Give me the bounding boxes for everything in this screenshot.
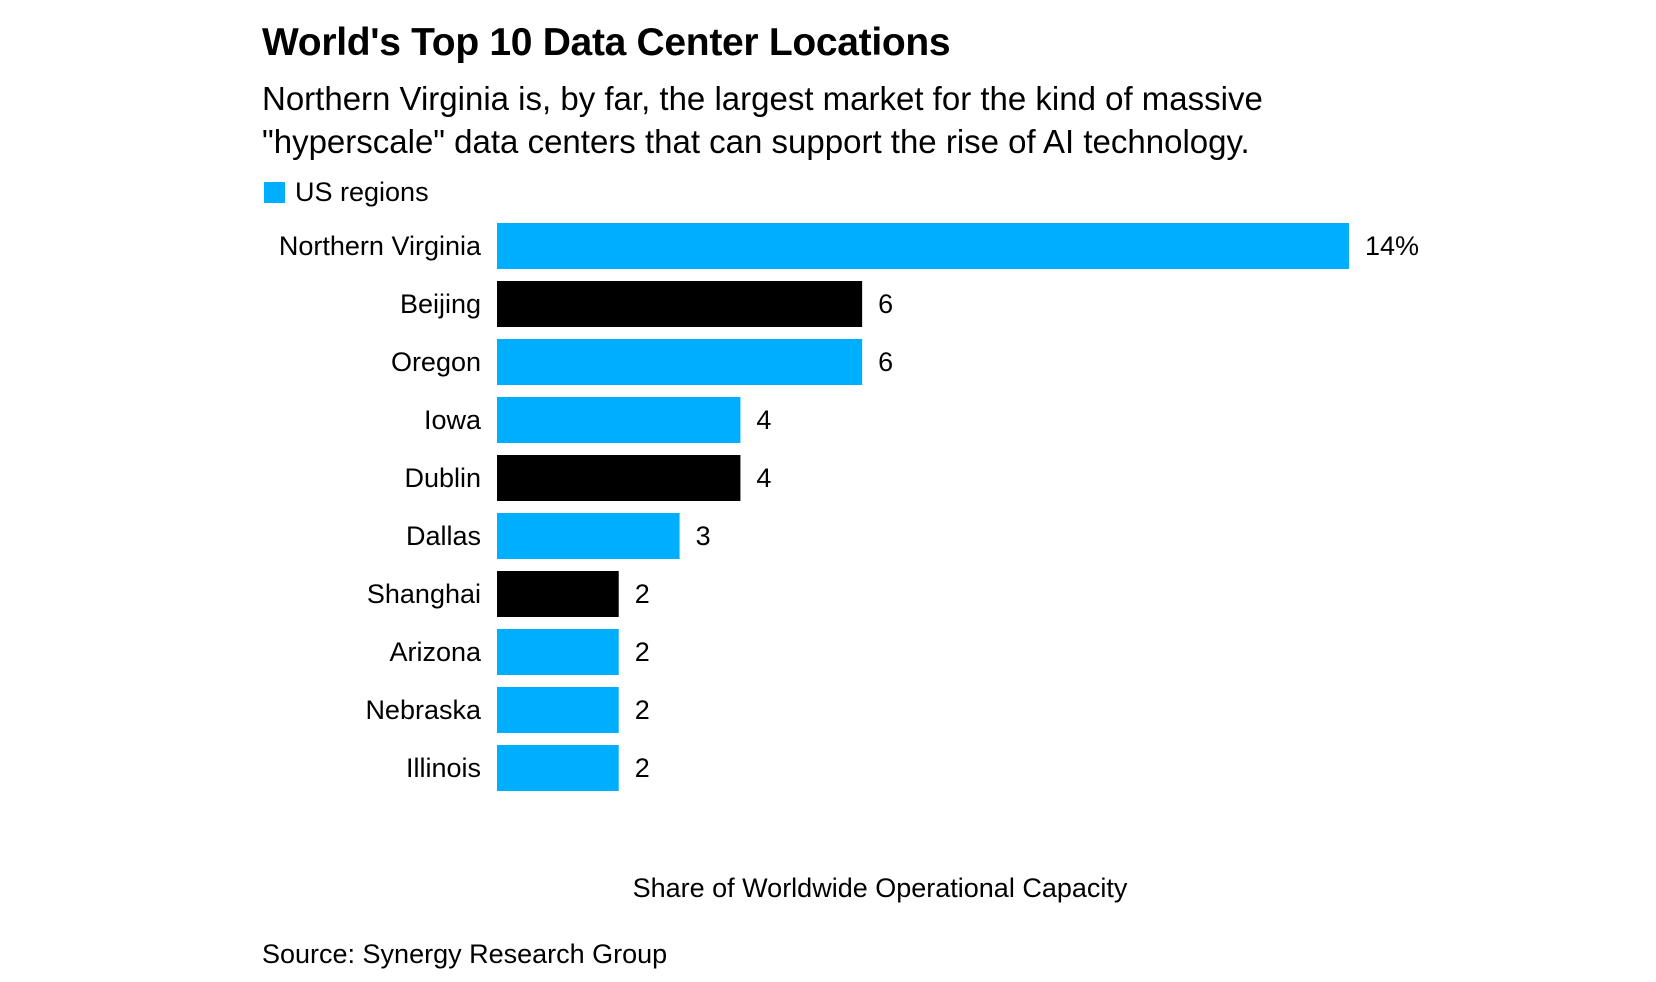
bar-illinois	[497, 745, 619, 791]
value-label-shanghai: 2	[635, 579, 650, 609]
category-label-iowa: Iowa	[424, 405, 482, 435]
x-axis-label: Share of Worldwide Operational Capacity	[632, 873, 1128, 903]
value-label-iowa: 4	[756, 405, 771, 435]
bar-dallas	[497, 513, 680, 559]
legend-swatch-us-regions	[264, 181, 285, 203]
category-label-illinois: Illinois	[406, 753, 481, 783]
category-label-dublin: Dublin	[404, 463, 481, 493]
legend: US regions	[264, 175, 429, 209]
category-label-nebraska: Nebraska	[365, 695, 482, 725]
value-label-beijing: 6	[878, 289, 893, 319]
bar-oregon	[497, 339, 863, 385]
legend-label-us-regions: US regions	[295, 177, 429, 207]
chart-title: World's Top 10 Data Center Locations	[262, 21, 951, 64]
bar-beijing	[497, 281, 863, 327]
category-label-beijing: Beijing	[400, 289, 481, 319]
category-label-shanghai: Shanghai	[367, 579, 481, 609]
bar-northern-virginia	[497, 223, 1349, 269]
bar-dublin	[497, 455, 741, 501]
category-label-oregon: Oregon	[391, 347, 481, 377]
value-label-dublin: 4	[756, 463, 771, 493]
value-label-dallas: 3	[696, 521, 711, 551]
category-label-dallas: Dallas	[406, 521, 481, 551]
bar-nebraska	[497, 687, 619, 733]
value-label-oregon: 6	[878, 347, 893, 377]
source-note: Source: Synergy Research Group	[262, 939, 668, 969]
bar-shanghai	[497, 571, 619, 617]
value-label-illinois: 2	[635, 753, 650, 783]
category-label-arizona: Arizona	[389, 637, 482, 667]
chart-subtitle: Northern Virginia is, by far, the larges…	[262, 80, 1263, 160]
value-label-nebraska: 2	[635, 695, 650, 725]
category-label-northern-virginia: Northern Virginia	[279, 231, 482, 261]
bar-iowa	[497, 397, 741, 443]
value-label-arizona: 2	[635, 637, 650, 667]
bar-arizona	[497, 629, 619, 675]
value-label-northern-virginia: 14%	[1365, 231, 1419, 261]
